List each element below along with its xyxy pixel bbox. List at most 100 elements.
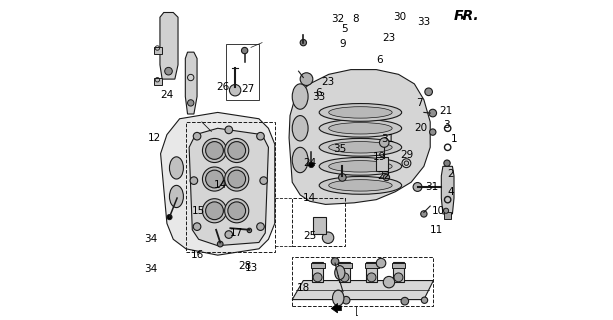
Bar [339,261,350,282]
Ellipse shape [169,185,183,208]
Ellipse shape [292,84,308,109]
Bar [312,261,323,282]
Text: 21: 21 [440,106,453,116]
Polygon shape [185,52,197,114]
Circle shape [376,258,386,268]
Ellipse shape [169,157,183,179]
Circle shape [257,223,264,230]
Circle shape [202,199,227,223]
Circle shape [193,223,201,230]
Bar [444,212,451,219]
Ellipse shape [292,147,308,173]
Circle shape [313,273,322,282]
Polygon shape [441,166,454,214]
Ellipse shape [319,177,402,194]
Circle shape [404,161,409,165]
Text: 24: 24 [303,158,316,168]
Circle shape [202,139,227,163]
Circle shape [300,73,313,85]
Text: 17: 17 [230,228,243,238]
Circle shape [394,273,403,282]
Circle shape [202,167,227,191]
Ellipse shape [292,116,308,141]
Circle shape [383,276,395,288]
Text: 29: 29 [400,150,413,160]
Text: 23: 23 [383,33,395,43]
Circle shape [205,170,223,188]
Ellipse shape [319,157,402,175]
Ellipse shape [319,119,402,137]
Polygon shape [289,69,430,204]
Circle shape [224,167,249,191]
Circle shape [401,297,409,305]
Polygon shape [462,15,465,19]
Text: 34: 34 [144,234,157,244]
Circle shape [242,47,248,54]
Circle shape [367,273,376,282]
Polygon shape [160,12,178,79]
Circle shape [421,297,428,303]
Circle shape [342,296,350,304]
Circle shape [429,109,436,117]
Circle shape [308,162,314,168]
Circle shape [229,84,241,96]
Ellipse shape [319,104,402,121]
Circle shape [218,241,223,247]
Circle shape [430,129,436,135]
Text: 12: 12 [148,133,161,143]
Text: 6: 6 [376,55,383,65]
Bar [154,47,162,54]
Text: 3: 3 [443,120,449,130]
Ellipse shape [335,266,345,280]
Bar [311,263,324,268]
Ellipse shape [332,290,344,306]
Text: 14: 14 [303,193,316,203]
Text: 15: 15 [192,206,205,216]
Polygon shape [161,112,275,255]
Text: 6: 6 [315,88,322,98]
Circle shape [425,88,432,96]
Text: 35: 35 [333,144,346,154]
Polygon shape [331,303,341,313]
Text: 19: 19 [373,152,386,162]
Circle shape [300,39,306,46]
Circle shape [331,258,339,265]
Bar [365,263,378,268]
Ellipse shape [329,180,392,191]
Text: 18: 18 [297,284,310,293]
Text: 7: 7 [416,98,422,108]
Circle shape [205,142,223,159]
Bar [313,217,326,234]
Circle shape [413,182,422,191]
Text: 30: 30 [394,12,406,22]
Ellipse shape [319,139,402,156]
Bar [366,261,377,282]
Text: 26: 26 [216,82,229,92]
Text: 31: 31 [381,134,394,144]
Circle shape [257,132,264,140]
Bar [154,78,162,85]
Circle shape [224,139,249,163]
Circle shape [340,273,349,282]
Bar [338,263,351,268]
Text: 23: 23 [321,77,335,87]
Polygon shape [292,281,433,300]
Text: 2: 2 [447,169,454,179]
Circle shape [224,199,249,223]
Text: 10: 10 [432,206,444,216]
Text: 4: 4 [447,187,454,197]
Circle shape [444,160,450,166]
Circle shape [190,177,198,184]
Text: 33: 33 [417,17,430,27]
Text: 9: 9 [340,39,346,49]
Text: 20: 20 [414,123,427,133]
Circle shape [379,138,389,147]
Text: 28: 28 [238,261,251,271]
Polygon shape [189,128,268,246]
Circle shape [322,232,334,244]
Circle shape [260,177,267,184]
Circle shape [228,142,246,159]
Bar [393,261,404,282]
Text: 14: 14 [214,180,227,190]
Text: 24: 24 [160,90,173,100]
